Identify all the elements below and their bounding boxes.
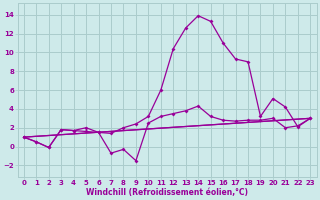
X-axis label: Windchill (Refroidissement éolien,°C): Windchill (Refroidissement éolien,°C) xyxy=(86,188,248,197)
